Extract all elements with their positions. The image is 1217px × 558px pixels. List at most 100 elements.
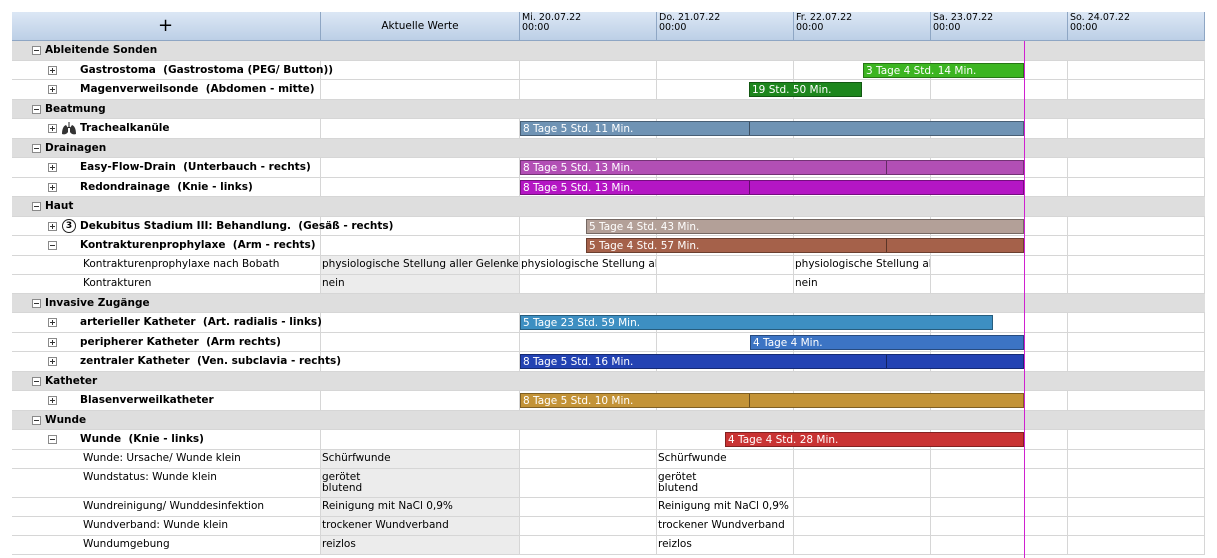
group-expander[interactable] [32,104,41,114]
item-row: zentraler Katheter (Ven. subclavia - rec… [12,352,1205,372]
day-cell [657,60,794,79]
detail-label: Wunde: Ursache/ Wunde klein [83,451,241,464]
day-cell [931,313,1068,332]
day-cell [1068,216,1205,235]
header: + Aktuelle Werte Mi. 20.07.22 00:00 Do. 21… [12,12,1205,41]
label-cell [12,430,321,449]
detail-day-cell [520,497,657,516]
duration-bar[interactable]: 4 Tage 4 Std. 28 Min. [725,432,1024,447]
item-row: peripherer Katheter (Arm rechts) 4 Tage 4… [12,332,1205,352]
item-expander[interactable] [48,221,57,231]
current-cell [321,313,520,332]
duration-bar[interactable]: 8 Tage 5 Std. 11 Min. [520,121,1024,136]
duration-bar[interactable]: 4 Tage 4 Min. [750,334,1024,350]
group-title: Wunde [45,413,87,426]
item-expander[interactable] [48,85,57,94]
item-label: zentraler Katheter (Ven. subclavia - rec… [80,355,342,367]
detail-row: Wunde: Ursache/ Wunde klein Schürfwunde Sc… [12,449,1205,469]
group-title: Ableitende Sonden [45,44,158,56]
duration-bar[interactable]: 8 Tage 5 Std. 16 Min. [520,354,1024,369]
day-cell [1068,391,1205,410]
detail-label-cell: Wundumgebung [12,535,321,554]
label-cell [12,80,321,99]
item-expander[interactable] [48,182,57,192]
detail-label: Wundstatus: Wunde klein [83,470,217,483]
detail-label-cell: Kontrakturen [12,274,321,293]
item-row: arterieller Katheter (Art. radialis - li… [12,313,1205,333]
duration-bar[interactable]: 8 Tage 5 Std. 10 Min. [520,393,1024,408]
day-header: Mi. 20.07.22 00:00 [520,12,657,40]
group-row: Beatmung [12,99,1205,119]
detail-label-cell: Wundstatus: Wunde klein [12,468,321,497]
item-expander[interactable] [48,435,57,444]
group-expander[interactable] [32,46,41,55]
day-cell [931,332,1068,351]
detail-day-cell [931,468,1068,497]
detail-row: Wundumgebung reizlos reizlos [12,535,1205,555]
day-cell [931,430,1068,449]
day-date: Fr. 22.07.22 [796,12,853,23]
group-row: Invasive Zugänge [12,293,1205,313]
item-expander[interactable] [48,318,57,327]
current-cell [321,60,520,79]
bar-divider [749,122,750,135]
item-expander[interactable] [48,357,57,366]
detail-day-cell [931,497,1068,516]
item-label: Kontrakturenprophylaxe (Arm - rechts) [80,239,316,251]
group-expander[interactable] [32,298,41,308]
detail-label: Wundverband: Wunde klein [83,518,229,531]
day-time: 00:00 [933,22,961,33]
group-expander[interactable] [32,415,41,425]
day-date: So. 24.07.22 [1070,12,1131,23]
duration-bar[interactable]: 19 Std. 50 Min. [749,82,862,97]
duration-bar[interactable]: 5 Tage 4 Std. 57 Min. [586,238,1024,253]
duration-bar[interactable]: 5 Tage 4 Std. 43 Min. [586,218,1024,234]
day-cell [1068,177,1205,196]
add-button[interactable]: + [158,15,174,36]
duration-bar[interactable]: 8 Tage 5 Std. 13 Min. [520,179,1024,195]
day-cell [1068,158,1205,177]
day-cell [931,236,1068,255]
item-expander[interactable] [48,65,57,75]
duration-bar[interactable]: 3 Tage 4 Std. 14 Min. [863,62,1024,78]
item-expander[interactable] [48,124,57,133]
detail-day-cell [520,449,657,468]
group-expander[interactable] [32,376,41,386]
item-expander[interactable] [48,163,57,172]
day-cell [1068,313,1205,332]
item-row: 3 Dekubitus Stadium III: Behandlung. (Ges… [12,216,1205,236]
item-label: Easy-Flow-Drain (Unterbauch - rechts) [80,161,311,173]
current-cell [321,332,520,351]
duration-bar[interactable]: 8 Tage 5 Std. 13 Min. [520,160,1024,175]
detail-day-cell [1068,497,1205,516]
group-expander[interactable] [32,143,41,153]
detail-day-cell: physiologische Stellung aller Gelenke [794,255,931,274]
day-date: Mi. 20.07.22 [522,12,582,23]
item-label: Redondrainage (Knie - links) [80,180,253,193]
current-cell [321,80,520,99]
item-row: Blasenverweilkatheter 8 Tage 5 Std. 10 Mi… [12,391,1205,411]
duration-bar[interactable]: 5 Tage 23 Std. 59 Min. [520,315,993,330]
item-row: Magenverweilsonde (Abdomen - mitte) 19 St… [12,80,1205,100]
item-expander[interactable] [48,396,57,405]
label-cell [12,158,321,177]
item-expander[interactable] [48,337,57,347]
detail-day-cell: trockener Wundverband [657,516,794,535]
label-cell [12,60,321,79]
detail-current: nein [321,274,520,293]
day-cell [931,391,1068,410]
day-cell [1068,352,1205,371]
group-expander[interactable] [32,202,41,211]
item-row: Redondrainage (Knie - links) 8 Tage 5 Std… [12,177,1205,197]
day-cell [931,352,1068,371]
day-cell [931,158,1068,177]
detail-current: trockener Wundverband [321,516,520,535]
label-cell [12,332,321,351]
item-label: Dekubitus Stadium III: Behandlung. (Gesä… [80,219,394,232]
label-cell [12,119,321,138]
item-row: Gastrostoma (Gastrostoma (PEG/ Button)) 3… [12,60,1205,80]
detail-day-cell [794,468,931,497]
item-expander[interactable] [48,241,57,250]
current-cell [321,158,520,177]
rows: Ableitende Sonden Gastrostoma (Gastrostom… [12,41,1205,555]
